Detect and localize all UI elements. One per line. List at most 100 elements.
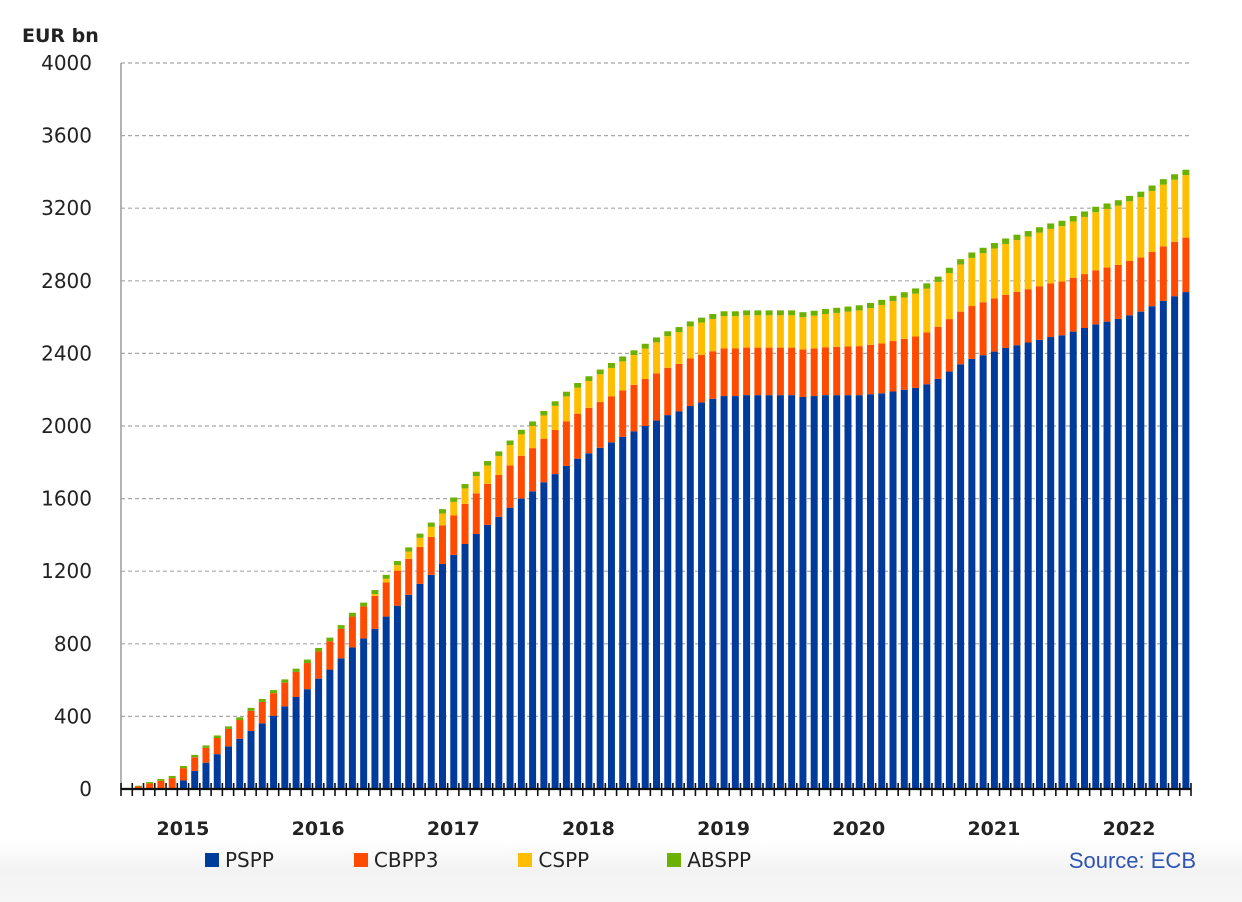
bar-segment-abspp — [258, 698, 266, 702]
bar-segment-cbpp3 — [1002, 294, 1010, 348]
bar-segment-abspp — [630, 350, 638, 356]
bar-segment-abspp — [360, 602, 368, 607]
bar-segment-cspp — [585, 380, 593, 408]
bar-segment-abspp — [450, 497, 458, 502]
bar-segment-pspp — [1137, 311, 1145, 789]
bar-segment-cspp — [799, 317, 807, 350]
y-tick-label: 1600 — [41, 487, 92, 511]
bar-segment-cspp — [562, 396, 570, 422]
bar-segment-cbpp3 — [315, 651, 323, 679]
bar-segment-abspp — [281, 679, 289, 683]
bar-segment-cspp — [1058, 226, 1066, 282]
bar-segment-cspp — [1024, 236, 1032, 290]
bar-segment-abspp — [1092, 206, 1100, 213]
legend-swatch-pspp — [205, 853, 219, 867]
bar-segment-abspp — [562, 391, 570, 397]
bar-segment-cbpp3 — [134, 786, 142, 789]
bar-segment-cspp — [641, 348, 649, 379]
bar-segment-cbpp3 — [529, 448, 537, 492]
bars — [123, 169, 1190, 789]
bar-segment-cspp — [833, 312, 841, 347]
bar-segment-cspp — [867, 308, 874, 345]
bar-segment-abspp — [1103, 203, 1111, 209]
bar-segment-cbpp3 — [889, 341, 897, 392]
bar-segment-cspp — [957, 264, 965, 312]
bar-segment-pspp — [619, 436, 627, 789]
bar-segment-cbpp3 — [1058, 281, 1066, 336]
bar-segment-abspp — [1114, 200, 1122, 206]
bar-segment-cspp — [664, 336, 672, 368]
bar-segment-cbpp3 — [225, 728, 232, 747]
bar-segment-cspp — [1013, 240, 1021, 292]
bar-segment-cspp — [1137, 197, 1145, 258]
bar-segment-cspp — [743, 315, 751, 348]
bar-segment-pspp — [1114, 318, 1122, 789]
bar-segment-cbpp3 — [1159, 246, 1167, 301]
bar-segment-pspp — [506, 507, 514, 789]
bar-segment-abspp — [1137, 191, 1145, 198]
bar-segment-pspp — [472, 533, 480, 789]
bar-segment-cspp — [821, 314, 829, 348]
bar-segment-abspp — [653, 337, 660, 343]
bar-segment-abspp — [788, 310, 796, 316]
bar-segment-abspp — [1182, 169, 1190, 176]
bar-segment-abspp — [979, 247, 987, 254]
bar-segment-cbpp3 — [1103, 267, 1111, 322]
bar-segment-abspp — [551, 401, 559, 406]
bar-segment-abspp — [461, 484, 469, 489]
bar-segment-cbpp3 — [461, 503, 469, 544]
bar-segment-cbpp3 — [495, 475, 503, 517]
bar-segment-cbpp3 — [664, 367, 672, 416]
bar-segment-pspp — [270, 715, 278, 789]
bar-segment-cbpp3 — [641, 378, 649, 426]
bar-segment-cspp — [506, 445, 514, 466]
bar-segment-pspp — [1002, 347, 1010, 789]
bar-segment-cbpp3 — [1092, 270, 1100, 325]
legend-label-cspp: CSPP — [538, 848, 590, 872]
bar-segment-pspp — [1103, 321, 1111, 789]
bar-segment-pspp — [371, 628, 379, 789]
bar-segment-cbpp3 — [517, 455, 525, 499]
bar-segment-pspp — [393, 605, 401, 789]
legend-label-pspp: PSPP — [225, 848, 274, 872]
bar-segment-pspp — [225, 746, 232, 789]
bar-segment-cbpp3 — [923, 332, 931, 385]
bar-segment-cbpp3 — [439, 525, 446, 564]
bar-segment-pspp — [540, 482, 548, 789]
bar-segment-cspp — [630, 355, 638, 385]
bar-segment-abspp — [731, 311, 739, 317]
bar-segment-cbpp3 — [912, 336, 920, 388]
bar-segment-pspp — [731, 396, 739, 789]
bar-segment-abspp — [1126, 195, 1134, 202]
bar-segment-pspp — [675, 411, 683, 789]
bar-segment-pspp — [292, 696, 300, 789]
bar-segment-pspp — [720, 396, 728, 789]
bar-segment-cbpp3 — [146, 783, 154, 789]
bar-segment-cbpp3 — [247, 710, 255, 731]
bar-segment-cspp — [698, 322, 706, 355]
bar-segment-cbpp3 — [258, 701, 266, 724]
bar-segment-abspp — [1148, 185, 1156, 191]
bar-segment-cbpp3 — [337, 628, 345, 659]
bar-segment-abspp — [878, 299, 886, 305]
bar-segment-cspp — [596, 374, 604, 403]
bar-segment-cspp — [517, 434, 525, 456]
bar-segment-pspp — [236, 738, 244, 789]
bar-segment-pspp — [945, 371, 953, 789]
bar-segment-pspp — [934, 378, 942, 789]
bar-segment-cspp — [731, 316, 739, 349]
bar-segment-pspp — [191, 770, 199, 789]
bar-segment-cbpp3 — [585, 407, 593, 454]
bar-segment-pspp — [202, 762, 210, 789]
bar-segment-cspp — [945, 272, 953, 320]
legend-item-pspp: PSPP — [205, 848, 274, 872]
bar-segment-cbpp3 — [202, 747, 210, 763]
x-axis — [120, 783, 1192, 796]
bar-segment-cbpp3 — [405, 558, 413, 595]
bar-segment-cspp — [495, 455, 503, 476]
bar-segment-pspp — [855, 395, 863, 789]
bar-segment-cbpp3 — [731, 348, 739, 397]
bar-segment-cbpp3 — [1148, 251, 1156, 307]
bar-segment-pspp — [315, 678, 323, 789]
bar-segment-abspp — [821, 308, 829, 315]
